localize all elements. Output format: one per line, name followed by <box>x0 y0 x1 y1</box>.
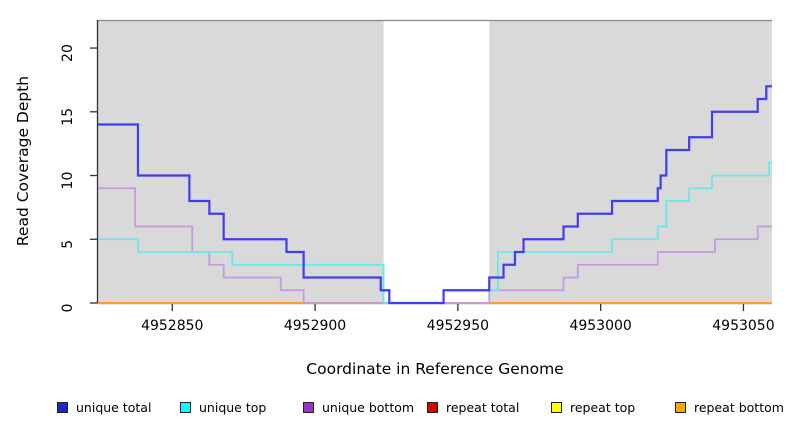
x-tick-label: 4952900 <box>284 318 346 334</box>
plot-layer: 0 5 10 15 20 4952850 4952900 4952950 4953000 4953… <box>60 19 775 334</box>
x-tick-label: 4952850 <box>141 318 203 334</box>
legend-item-unique-total: unique total <box>57 399 151 415</box>
unique-total-swatch-icon <box>57 401 68 413</box>
x-axis-title: Coordinate in Reference Genome <box>306 360 563 378</box>
legend-label: repeat top <box>570 399 636 415</box>
series-line-unique-top <box>98 161 772 304</box>
legend-label: repeat total <box>446 399 520 415</box>
y-axis-title: Read Coverage Depth <box>14 76 32 246</box>
repeat-bottom-swatch-icon <box>675 401 686 413</box>
unique-top-swatch-icon <box>180 401 191 413</box>
legend-label: unique bottom <box>322 399 415 415</box>
y-tick-label: 10 <box>60 172 76 190</box>
y-tick-label: 20 <box>60 44 76 62</box>
legend-item-unique-top: unique top <box>180 399 266 415</box>
series-line-unique-total <box>98 85 772 305</box>
chart-legend: unique total unique top unique bottom re… <box>0 399 792 419</box>
x-tick-label: 4953050 <box>712 318 774 334</box>
y-tick-label: 15 <box>60 108 76 126</box>
legend-label: unique total <box>76 399 152 415</box>
x-tick-label: 4952950 <box>427 318 489 334</box>
y-tick-label: 0 <box>60 304 76 313</box>
legend-item-repeat-bottom: repeat bottom <box>675 399 784 415</box>
legend-item-repeat-total: repeat total <box>427 399 519 415</box>
legend-label: repeat bottom <box>694 399 784 415</box>
coverage-gap-region <box>383 20 490 303</box>
repeat-total-swatch-icon <box>427 401 438 413</box>
legend-label: unique top <box>199 399 267 415</box>
repeat-top-swatch-icon <box>551 401 562 413</box>
legend-item-repeat-top: repeat top <box>551 399 635 415</box>
x-tick-label: 4953000 <box>569 318 631 334</box>
legend-item-unique-bottom: unique bottom <box>303 399 414 415</box>
unique-bottom-swatch-icon <box>303 401 314 413</box>
y-tick-label: 5 <box>60 240 76 249</box>
